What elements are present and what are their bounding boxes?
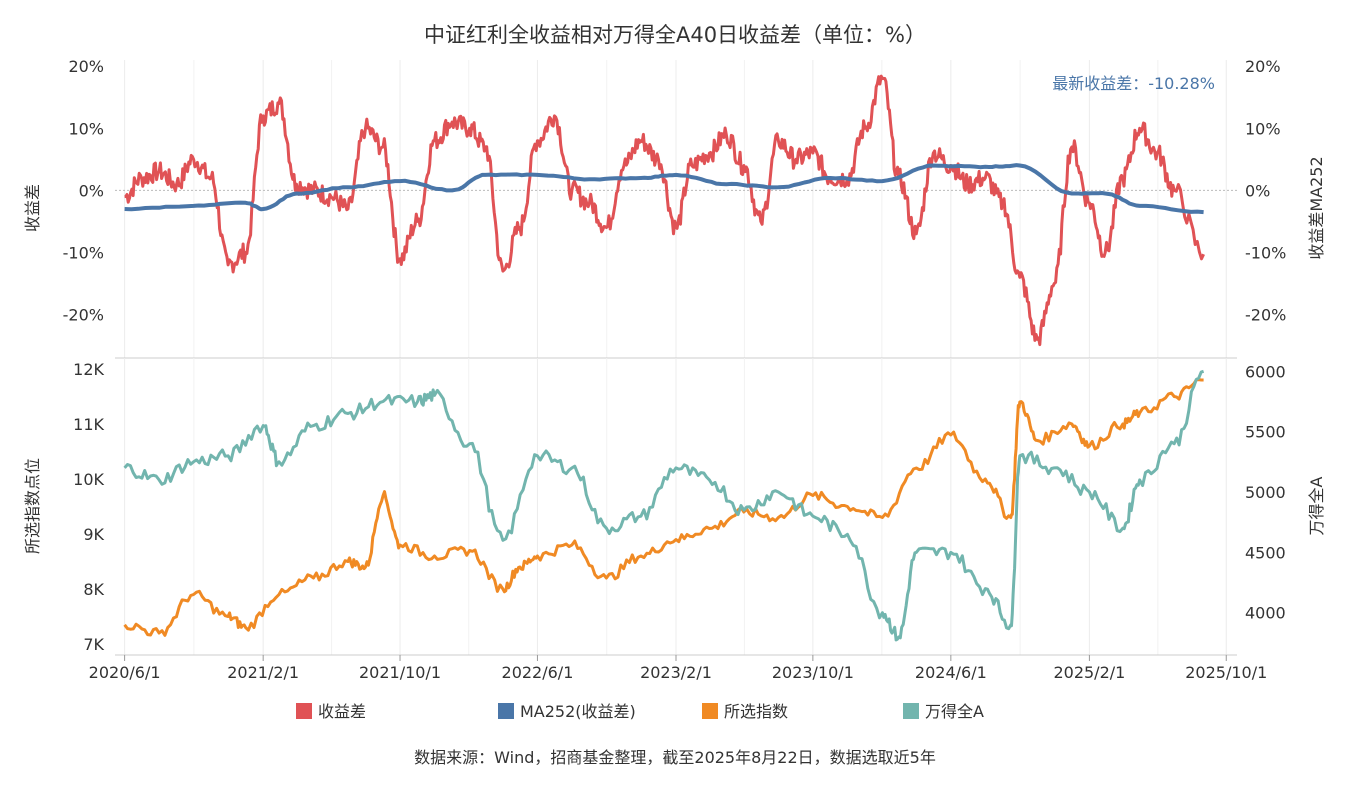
legend-item-spread: 收益差 (296, 702, 366, 721)
series-line-wind-all-a (123, 369, 1205, 642)
bottom-gridlines (124, 358, 1227, 655)
x-tick-label: 2023/2/1 (640, 663, 712, 682)
bottom-left-tick-label: 11K (73, 415, 104, 434)
bottom-left-tick-label: 8K (83, 580, 104, 599)
bottom-left-tick-label: 10K (73, 470, 104, 489)
x-tick-label: 2022/6/1 (502, 663, 574, 682)
top-left-tick-label: -10% (63, 243, 104, 262)
top-right-axis-ticks: 20% 10% 0% -10% -20% (1245, 57, 1286, 324)
top-right-tick-label: 20% (1245, 57, 1281, 76)
bottom-right-tick-label: 5000 (1245, 483, 1286, 502)
series-line-spread (124, 74, 1205, 347)
top-gridlines (124, 60, 1227, 358)
top-right-tick-label: -10% (1245, 243, 1286, 262)
bottom-left-tick-label: 9K (83, 525, 104, 544)
top-left-tick-label: 10% (68, 119, 104, 138)
bottom-left-axis-ticks: 12K 11K 10K 9K 8K 7K (73, 360, 104, 654)
bottom-left-axis-label: 所选指数点位 (23, 458, 42, 554)
x-axis-ticks: 2020/6/1 2021/2/1 2021/10/1 2022/6/1 2023/2/… (89, 655, 1267, 682)
legend-swatch (498, 703, 514, 719)
legend-swatch (702, 703, 718, 719)
top-right-axis-label: 收益差MA252 (1307, 156, 1326, 259)
bottom-right-axis-ticks: 6000 5500 5000 4500 4000 (1245, 362, 1286, 622)
legend-swatch (903, 703, 919, 719)
legend-item-selected: 所选指数 (702, 702, 788, 721)
top-right-tick-label: 10% (1245, 119, 1281, 138)
latest-spread-annotation: 最新收益差：-10.28% (1052, 74, 1215, 93)
top-right-tick-label: 0% (1245, 181, 1270, 200)
legend-label: 收益差 (318, 702, 366, 721)
series-line-selected (123, 378, 1204, 637)
top-left-tick-label: 0% (79, 181, 104, 200)
bottom-right-tick-label: 5500 (1245, 423, 1286, 442)
top-left-axis-label: 收益差 (23, 184, 42, 232)
bottom-right-tick-label: 4500 (1245, 543, 1286, 562)
bottom-right-axis-label: 万得全A (1307, 476, 1326, 535)
bottom-panel: 12K 11K 10K 9K 8K 7K 6000 5500 5000 4500 4000 所选指… (23, 358, 1326, 682)
bottom-right-tick-label: 4000 (1245, 604, 1286, 623)
source-note: 数据来源：Wind，招商基金整理，截至2025年8月22日，数据选取近5年 (414, 748, 936, 767)
x-tick-label: 2025/10/1 (1185, 663, 1267, 682)
top-left-tick-label: -20% (63, 306, 104, 325)
legend-swatch (296, 703, 312, 719)
chart-title: 中证红利全收益相对万得全A40日收益差（单位：%） (424, 23, 926, 47)
legend-label: MA252(收益差) (520, 702, 636, 721)
x-tick-label: 2025/2/1 (1053, 663, 1125, 682)
legend: 收益差 MA252(收益差) 所选指数 万得全A (296, 702, 984, 721)
x-tick-label: 2021/10/1 (359, 663, 441, 682)
legend-label: 万得全A (925, 702, 984, 721)
series-line-ma252 (124, 163, 1204, 215)
top-right-tick-label: -20% (1245, 306, 1286, 325)
top-left-axis-ticks: 20% 10% 0% -10% -20% (63, 57, 104, 324)
legend-item-wind_all_a: 万得全A (903, 702, 984, 721)
x-tick-label: 2021/2/1 (227, 663, 299, 682)
bottom-right-tick-label: 6000 (1245, 362, 1286, 381)
x-tick-label: 2020/6/1 (89, 663, 161, 682)
legend-item-ma252: MA252(收益差) (498, 702, 636, 721)
x-tick-label: 2024/6/1 (915, 663, 987, 682)
bottom-left-tick-label: 12K (73, 360, 104, 379)
x-tick-label: 2023/10/1 (772, 663, 854, 682)
legend-label: 所选指数 (724, 702, 788, 721)
bottom-left-tick-label: 7K (83, 635, 104, 654)
top-left-tick-label: 20% (68, 57, 104, 76)
top-panel: 20% 10% 0% -10% -20% 20% 10% 0% -10% -20% 收益差 收益… (23, 57, 1326, 358)
